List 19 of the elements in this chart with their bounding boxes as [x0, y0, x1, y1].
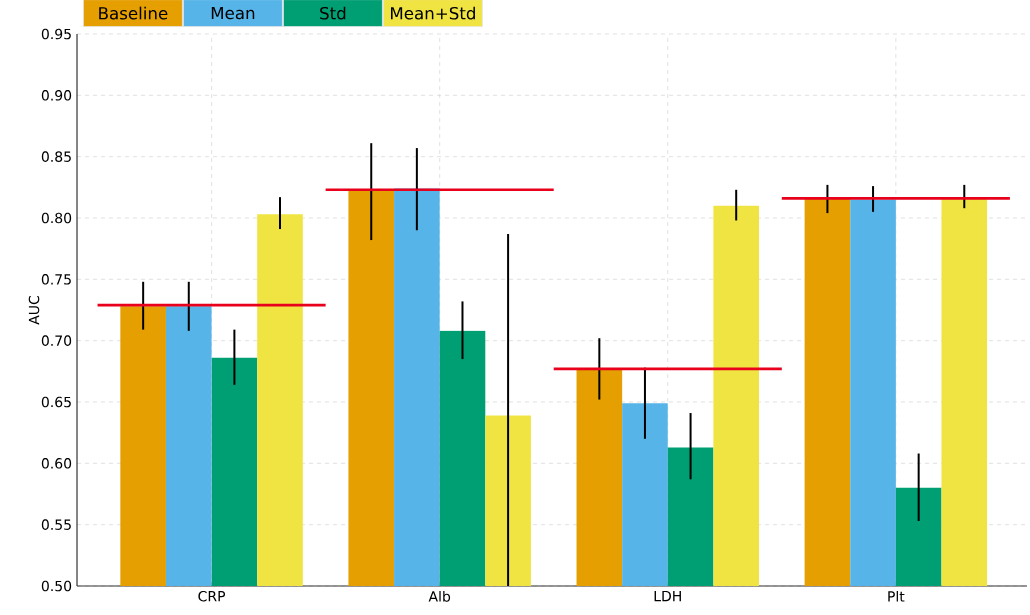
- y-tick-label: 0.95: [41, 28, 71, 40]
- x-tick-label: LDH: [654, 590, 681, 602]
- y-tick-label: 0.70: [41, 335, 72, 346]
- y-tick-label: 0.65: [41, 396, 71, 408]
- text: Std: [320, 6, 346, 20]
- y-tick-label: 0.60: [41, 458, 72, 469]
- y-tick-label: 0.80: [41, 212, 72, 224]
- text: Mean: [211, 6, 255, 20]
- x-tick-label: CRP: [198, 590, 226, 602]
- text: Baseline: [99, 6, 168, 20]
- x-tick-label: Plt: [888, 590, 905, 602]
- y-tick-label: 0.75: [41, 274, 71, 285]
- y-tick-label: 0.55: [41, 519, 71, 530]
- y-axis-title: AUC: [28, 295, 40, 325]
- y-tick-label: 0.90: [41, 90, 72, 101]
- y-tick-label: 0.85: [41, 151, 71, 162]
- text: Mean+Std: [391, 6, 475, 20]
- y-tick-label: 0.50: [41, 580, 72, 592]
- x-tick-label: Alb: [428, 590, 451, 602]
